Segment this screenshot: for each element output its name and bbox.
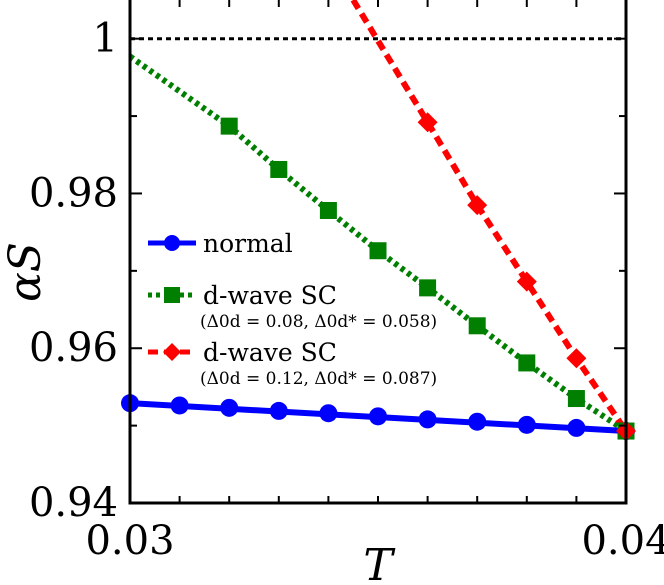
y-tick-label-1: 0.96 [29,325,118,371]
data-point-0-6 [418,410,437,429]
y-tick-label-0: 0.94 [29,480,118,526]
legend-sublabel-dwave-2: (Δ0d = 0.12, Δ0d* = 0.087) [200,369,437,389]
data-point-1-0 [220,117,238,135]
legend-marker-dwave-2 [163,343,181,361]
data-point-0-9 [567,418,586,437]
series-line-2 [350,0,626,433]
x-tick-label-0: 0.03 [85,518,174,564]
legend-marker-normal [164,235,180,251]
data-point-1-4 [419,279,437,297]
data-point-0-4 [319,404,338,423]
x-tick-label-1: 0.04 [581,518,664,564]
data-point-0-1 [170,396,189,415]
y-axis-title: αS [0,242,51,302]
data-point-0-7 [468,412,487,431]
x-tick-labels: 0.03 0.04 [85,518,664,564]
y-tick-labels: 0.94 0.96 0.98 1 [29,16,118,526]
data-point-0-3 [269,401,288,420]
legend-label-normal: normal [203,229,293,258]
data-point-0-8 [517,415,536,434]
legend-entry-dwave-2: d-wave SC (Δ0d = 0.12, Δ0d* = 0.087) [148,338,437,389]
data-point-2-1 [467,195,488,216]
data-point-1-2 [319,201,337,219]
legend-entry-normal: normal [148,229,293,258]
y-tick-label-3: 1 [93,16,118,62]
legend-entry-dwave-1: d-wave SC (Δ0d = 0.08, Δ0d* = 0.058) [148,281,437,332]
legend: normal d-wave SC (Δ0d = 0.08, Δ0d* = 0.0… [148,229,437,389]
data-point-2-0 [417,112,438,133]
x-axis-title: T [363,540,396,585]
series-line-1 [130,54,626,434]
legend-label-dwave-1: d-wave SC [203,281,337,310]
data-point-0-5 [369,407,387,426]
y-tick-label-2: 0.98 [29,170,118,216]
data-point-1-3 [369,242,387,260]
data-point-1-1 [270,160,288,178]
legend-sublabel-dwave-1: (Δ0d = 0.08, Δ0d* = 0.058) [200,312,437,332]
data-point-1-6 [518,354,536,372]
data-point-1-5 [468,317,486,335]
legend-marker-dwave-1 [164,287,180,303]
data-point-2-2 [516,271,537,292]
data-point-1-7 [567,390,585,408]
data-point-0-2 [220,398,239,417]
data-point-2-3 [566,348,587,369]
series-markers-layer [121,112,636,442]
ticks-layer [129,0,627,504]
legend-label-dwave-2: d-wave SC [203,338,337,367]
